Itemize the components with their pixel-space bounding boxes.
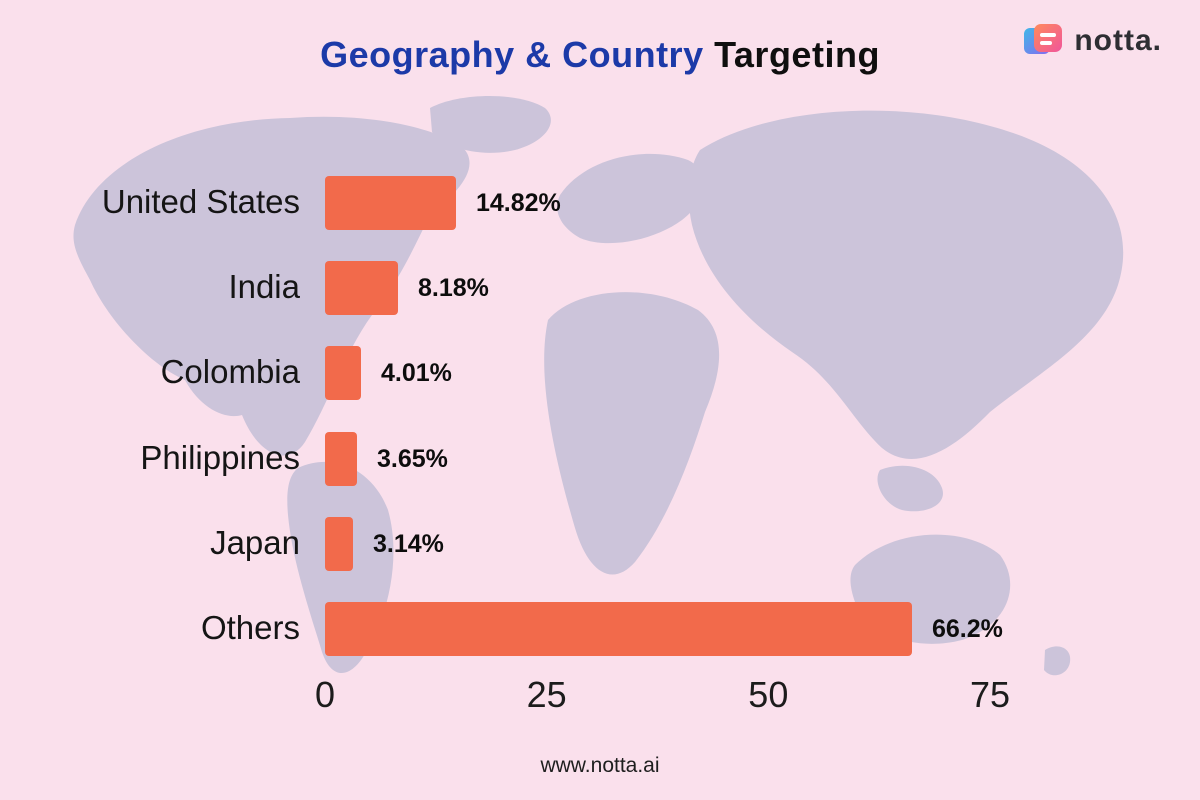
chart-row: United States 14.82%: [0, 176, 1200, 230]
brand-name: notta.: [1074, 24, 1162, 57]
bar: [325, 432, 357, 486]
bar: [325, 176, 456, 230]
chart-row: Philippines 3.65%: [0, 432, 1200, 486]
brand-logo: notta.: [1024, 22, 1162, 60]
notta-logo-icon: [1024, 22, 1064, 60]
x-axis-tick: 50: [748, 674, 789, 715]
value-label: 66.2%: [932, 615, 1003, 643]
x-axis-tick: 0: [314, 674, 336, 715]
value-label: 4.01%: [381, 359, 452, 387]
x-axis-tick: 25: [526, 674, 567, 715]
chart-row: Colombia 4.01%: [0, 346, 1200, 400]
category-label: Philippines: [140, 439, 300, 476]
page-title-accent: Geography & Country: [320, 34, 704, 75]
category-label: Colombia: [160, 353, 300, 390]
value-label: 14.82%: [476, 189, 561, 217]
page-title: Geography & Country Targeting: [0, 34, 1200, 76]
chart-row: Others 66.2%: [0, 602, 1200, 656]
x-axis-tick: 75: [969, 674, 1011, 715]
bar: [325, 602, 912, 656]
footer-url: www.notta.ai: [540, 754, 660, 777]
value-label: 8.18%: [418, 274, 489, 302]
bar: [325, 261, 398, 315]
category-label: Others: [200, 609, 300, 646]
page-title-rest: Targeting: [703, 34, 880, 75]
category-label: United States: [101, 183, 300, 220]
category-label: India: [228, 268, 300, 305]
chart-row: India 8.18%: [0, 261, 1200, 315]
bar: [325, 346, 361, 400]
chart-row: Japan 3.14%: [0, 517, 1200, 571]
category-label: Japan: [210, 524, 300, 561]
value-label: 3.14%: [373, 530, 444, 558]
value-label: 3.65%: [377, 445, 448, 473]
bar: [325, 517, 353, 571]
